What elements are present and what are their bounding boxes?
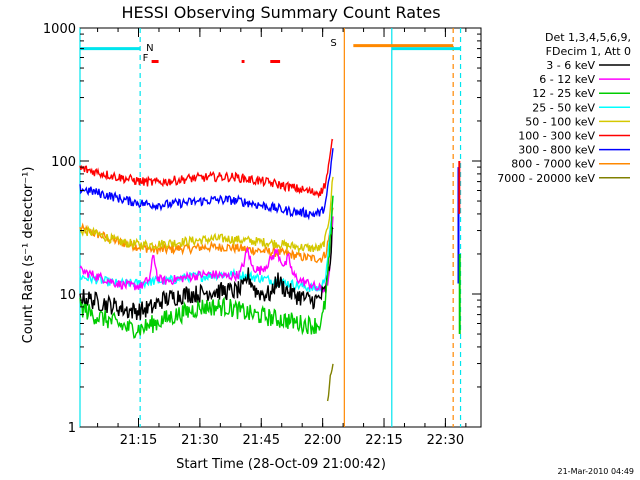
- night-label: N: [146, 43, 153, 54]
- series-line-1: [79, 216, 334, 294]
- legend-label-6: 300 - 800 keV: [518, 144, 595, 157]
- legend-title: Det 1,3,4,5,6,9,: [545, 31, 631, 44]
- x-tick-label-5: 22:30: [427, 433, 464, 448]
- x-tick-label-4: 22:15: [365, 433, 402, 448]
- series-line-5: [79, 138, 334, 199]
- legend-label-1: 6 - 12 keV: [539, 73, 595, 86]
- legend-label-4: 50 - 100 keV: [525, 115, 595, 128]
- y-axis-label: Count Rate (s⁻¹ detector⁻¹): [21, 167, 36, 344]
- legend-label-8: 7000 - 20000 keV: [497, 172, 595, 185]
- y-tick-label-0: 1: [68, 421, 76, 436]
- legend-label-0: 3 - 6 keV: [546, 59, 595, 72]
- legend-label-7: 800 - 7000 keV: [511, 158, 595, 171]
- x-tick-label-2: 21:45: [243, 433, 280, 448]
- x-tick-label-3: 22:00: [304, 433, 341, 448]
- y-tick-label-2: 100: [51, 155, 76, 170]
- axis-ticks: 21:15 21:30 21:45 22:00 22:15 22:30 1 10 100 1000: [43, 22, 481, 448]
- y-tick-label-1: 10: [59, 288, 76, 303]
- x-tick-label-0: 21:15: [120, 433, 157, 448]
- legend-subtitle: FDecim 1, Att 0: [546, 45, 631, 58]
- legend-label-2: 12 - 25 keV: [532, 87, 595, 100]
- y-tick-label-3: 1000: [43, 22, 76, 37]
- x-axis-label: Start Time (28-Oct-09 21:00:42): [176, 457, 386, 472]
- legend-label-3: 25 - 50 keV: [532, 101, 595, 114]
- flare-label: F: [143, 53, 149, 64]
- orbit-annotations: NF S: [79, 28, 462, 427]
- saa-label: S: [330, 38, 336, 49]
- chart-title: HESSI Observing Summary Count Rates: [121, 3, 440, 22]
- series-line-4: [79, 176, 334, 255]
- series-line-2: [79, 195, 334, 339]
- series-line-8: [326, 363, 334, 402]
- legend-label-5: 100 - 300 keV: [518, 130, 595, 143]
- generated-timestamp: 21-Mar-2010 04:49: [558, 467, 635, 476]
- x-tick-label-1: 21:30: [181, 433, 218, 448]
- series-line-6: [79, 148, 334, 221]
- legend: Det 1,3,4,5,6,9, FDecim 1, Att 0 3 - 6 k…: [497, 31, 631, 185]
- series-line-0: [79, 225, 334, 320]
- series-lines: [79, 138, 461, 402]
- series-line-7: [79, 207, 334, 264]
